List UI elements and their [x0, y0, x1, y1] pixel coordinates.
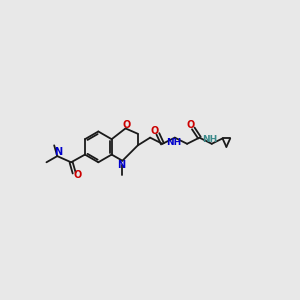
Text: O: O	[73, 170, 81, 180]
Text: O: O	[151, 126, 159, 136]
Text: N: N	[54, 147, 62, 157]
Text: O: O	[122, 119, 130, 130]
Text: O: O	[186, 120, 194, 130]
Text: NH: NH	[202, 135, 218, 144]
Text: NH: NH	[167, 138, 182, 147]
Text: N: N	[118, 160, 126, 170]
